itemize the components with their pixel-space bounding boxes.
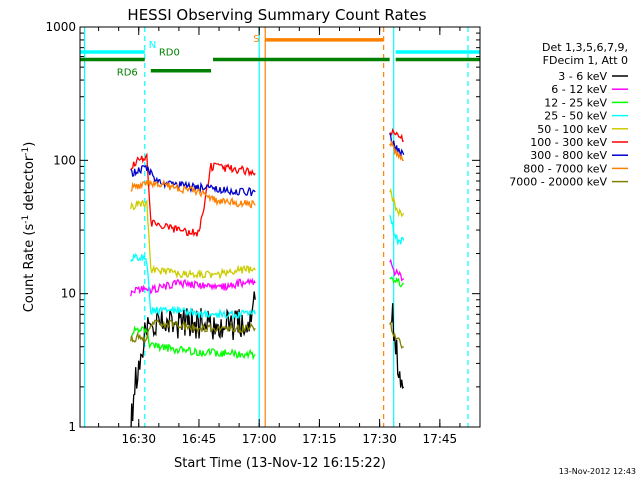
status-bar-label: S (253, 34, 259, 45)
x-axis-label: Start Time (13-Nov-12 16:15:22) (174, 456, 386, 471)
legend-entry-label: 25 - 50 keV (544, 110, 607, 123)
x-tick-label: 17:00 (242, 432, 277, 446)
legend-entry-label: 800 - 7000 keV (523, 162, 607, 175)
series-line (130, 277, 256, 297)
legend-entry-label: 6 - 12 keV (551, 83, 607, 96)
series-line (391, 303, 405, 390)
series-group (130, 276, 404, 361)
series-line (130, 164, 256, 197)
legend-entry-label: 50 - 100 keV (537, 123, 607, 136)
series-line (130, 319, 256, 344)
y-axis-label-sup2: -1 (21, 147, 31, 156)
plot-frame (79, 26, 481, 428)
x-tick-label: 16:45 (182, 432, 217, 446)
footer-timestamp: 13-Nov-2012 12:43 (559, 467, 636, 476)
legend: Det 1,3,5,6,7,9, FDecim 1, Att 0 3 - 6 k… (509, 41, 628, 189)
legend-entry-label: 7000 - 20000 keV (509, 176, 607, 189)
y-axis-label-sup1: -1 (21, 215, 31, 224)
series-group (130, 214, 405, 320)
series-line (389, 187, 405, 218)
x-tick-label: 17:30 (362, 432, 397, 446)
series-line (389, 127, 404, 143)
series-line (389, 321, 404, 349)
series-group (130, 140, 404, 209)
series-line (389, 214, 405, 245)
x-axis: 16:30 16:45 17:00 17:15 17:30 17:45 (98, 27, 481, 446)
legend-header-line-2: FDecim 1, Att 0 (543, 54, 628, 67)
y-tick-label: 10 (61, 287, 76, 301)
series-group (130, 258, 405, 297)
legend-entry-label: 300 - 800 keV (530, 149, 607, 162)
x-tick-label: 16:30 (121, 432, 156, 446)
series-line (130, 152, 256, 238)
series-line (130, 179, 256, 209)
series-group (130, 127, 404, 238)
y-axis: 1 10 100 1000 (45, 20, 480, 434)
legend-header-line-1: Det 1,3,5,6,7,9, (542, 41, 628, 54)
series-group (130, 291, 405, 427)
chart-title: HESSI Observing Summary Count Rates (127, 6, 426, 24)
x-tick-label: 17:15 (302, 432, 337, 446)
y-tick-label: 1000 (45, 20, 76, 34)
y-tick-label: 100 (53, 153, 76, 167)
series-line (389, 140, 404, 161)
legend-entry-label: 12 - 25 keV (544, 96, 607, 109)
y-axis-label-end: ) (22, 142, 37, 147)
y-tick-label: 1 (68, 420, 76, 434)
legend-entry-label: 100 - 300 keV (530, 136, 607, 149)
series-group (130, 319, 404, 349)
legend-entry-label: 3 - 6 keV (558, 70, 607, 83)
y-axis-label-start: Count Rate (s (22, 224, 37, 313)
status-bar-label: RD6 (117, 68, 138, 79)
plot-area (80, 27, 480, 427)
series-line (130, 199, 256, 280)
series-line (130, 325, 256, 361)
status-bar-label: N (149, 40, 156, 51)
series-line (130, 253, 256, 320)
series-group (130, 187, 405, 280)
status-bar-label: RD0 (159, 48, 180, 59)
y-axis-label-middle: detector (22, 155, 37, 215)
x-tick-label: 17:45 (423, 432, 458, 446)
y-axis-label: Count Rate (s-1 detector-1) (21, 142, 37, 313)
series-line (389, 258, 405, 282)
series-line (389, 276, 404, 288)
